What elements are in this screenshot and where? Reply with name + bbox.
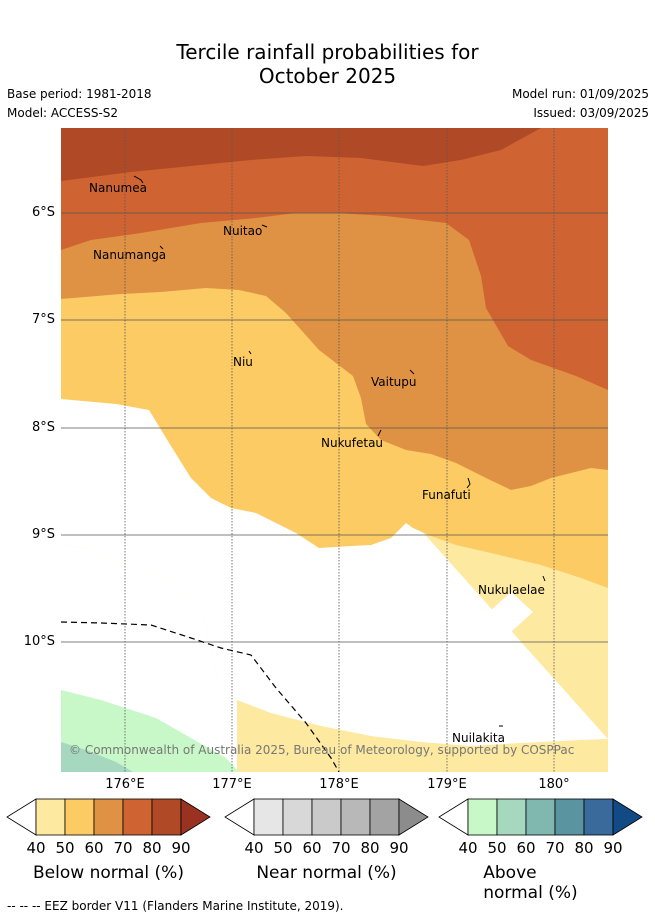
model-run-date: Model run: 01/09/2025 xyxy=(511,87,649,101)
title-line-1: Tercile rainfall probabilities for xyxy=(176,40,479,64)
below-colorbar-segment xyxy=(122,798,153,836)
lon-label-177e: 177°E xyxy=(212,777,252,792)
eez-border-line xyxy=(61,621,340,772)
longitude-gridlines xyxy=(124,128,555,772)
above-colorbar-segment xyxy=(583,798,614,836)
near-colorbar-low-extend xyxy=(224,798,255,836)
above-colorbar-segment xyxy=(554,798,585,836)
below-colorbar-tick: 70 xyxy=(113,839,133,857)
island-label-nanumanga: Nanumanga xyxy=(93,248,166,262)
near-colorbar-tick: 80 xyxy=(360,839,380,857)
above-colorbar-low-extend xyxy=(438,798,469,836)
above-colorbar-title: Above normal (%) xyxy=(483,863,578,903)
above-colorbar-tick: 80 xyxy=(574,839,594,857)
below-colorbar-segment xyxy=(35,798,66,836)
near-colorbar-segment xyxy=(369,798,400,836)
near-colorbar-segment xyxy=(340,798,371,836)
near-colorbar-tick: 70 xyxy=(331,839,351,857)
island-label-nukufetau: Nukufetau xyxy=(321,436,383,450)
colorbar-strip xyxy=(6,798,643,836)
above-colorbar-tick: 50 xyxy=(487,839,507,857)
below-colorbar-tick: 40 xyxy=(26,839,46,857)
below-colorbar-tick: 90 xyxy=(171,839,191,857)
map-area: Nanumea Nuitao Nanumanga Niu Vaitupu Nuk… xyxy=(61,128,608,772)
near-colorbar-tick: 90 xyxy=(389,839,409,857)
title-line-2: October 2025 xyxy=(258,64,397,88)
near-colorbar-segment xyxy=(253,798,284,836)
near-colorbar-high-extend xyxy=(398,798,429,836)
above-colorbar-tick: 40 xyxy=(458,839,478,857)
above-colorbar-segment xyxy=(525,798,556,836)
below-colorbar-low-extend xyxy=(6,798,37,836)
above-colorbar-high-extend xyxy=(612,798,643,836)
above-colorbar-segment xyxy=(496,798,527,836)
below-colorbar-tick: 80 xyxy=(142,839,162,857)
below-80-region xyxy=(61,128,541,181)
eez-legend: -- -- -- EEZ border V11 (Flanders Marine… xyxy=(7,899,344,913)
lat-label-9s: 9°S xyxy=(31,527,55,542)
island-label-nanumea: Nanumea xyxy=(89,181,147,195)
map-title: Tercile rainfall probabilities for Octob… xyxy=(0,40,655,88)
above-colorbar-segment xyxy=(467,798,498,836)
above-colorbar-tick: 70 xyxy=(545,839,565,857)
near-colorbar-tick: 40 xyxy=(244,839,264,857)
lat-label-6s: 6°S xyxy=(31,205,55,220)
island-outlines xyxy=(133,175,546,727)
below-colorbar-segment xyxy=(151,798,182,836)
near-colorbar-title: Near normal (%) xyxy=(256,863,397,883)
lon-label-178e: 178°E xyxy=(319,777,359,792)
below-70-region xyxy=(61,128,608,390)
below-colorbar-high-extend xyxy=(180,798,211,836)
above-colorbar-tick: 60 xyxy=(516,839,536,857)
base-period: Base period: 1981-2018 xyxy=(7,87,152,101)
lat-label-8s: 8°S xyxy=(31,420,55,435)
near-colorbar-tick: 50 xyxy=(273,839,293,857)
below-colorbar-tick: 60 xyxy=(84,839,104,857)
island-label-niu: Niu xyxy=(233,355,253,369)
above-colorbar-tick: 90 xyxy=(603,839,623,857)
probability-map: Nanumea Nuitao Nanumanga Niu Vaitupu Nuk… xyxy=(61,128,608,772)
below-colorbar-segment xyxy=(93,798,124,836)
latitude-gridlines xyxy=(61,212,608,643)
island-label-nukulaelae: Nukulaelae xyxy=(478,583,545,597)
lon-label-176e: 176°E xyxy=(105,777,145,792)
below-colorbar-title: Below normal (%) xyxy=(33,863,184,883)
below-colorbar-segment xyxy=(64,798,95,836)
island-label-vaitupu: Vaitupu xyxy=(371,375,417,389)
above-40-region xyxy=(61,690,239,772)
no-signal-diamond xyxy=(489,592,533,632)
below-colorbar-tick: 50 xyxy=(55,839,75,857)
island-label-nuilakita: Nuilakita xyxy=(452,731,505,745)
model-name: Model: ACCESS-S2 xyxy=(7,106,119,120)
lat-label-7s: 7°S xyxy=(31,312,55,327)
near-colorbar-segment xyxy=(311,798,342,836)
island-label-funafuti: Funafuti xyxy=(422,488,471,502)
near-colorbar-segment xyxy=(282,798,313,836)
issued-date: Issued: 03/09/2025 xyxy=(533,106,649,120)
lon-label-180: 180° xyxy=(538,777,570,792)
lat-label-10s: 10°S xyxy=(23,634,55,649)
island-label-nuitao: Nuitao xyxy=(223,224,262,238)
lon-label-179e: 179°E xyxy=(427,777,467,792)
copyright-notice: © Commonwealth of Australia 2025, Bureau… xyxy=(69,743,574,757)
near-colorbar-tick: 60 xyxy=(302,839,322,857)
above-50-region xyxy=(61,742,133,772)
